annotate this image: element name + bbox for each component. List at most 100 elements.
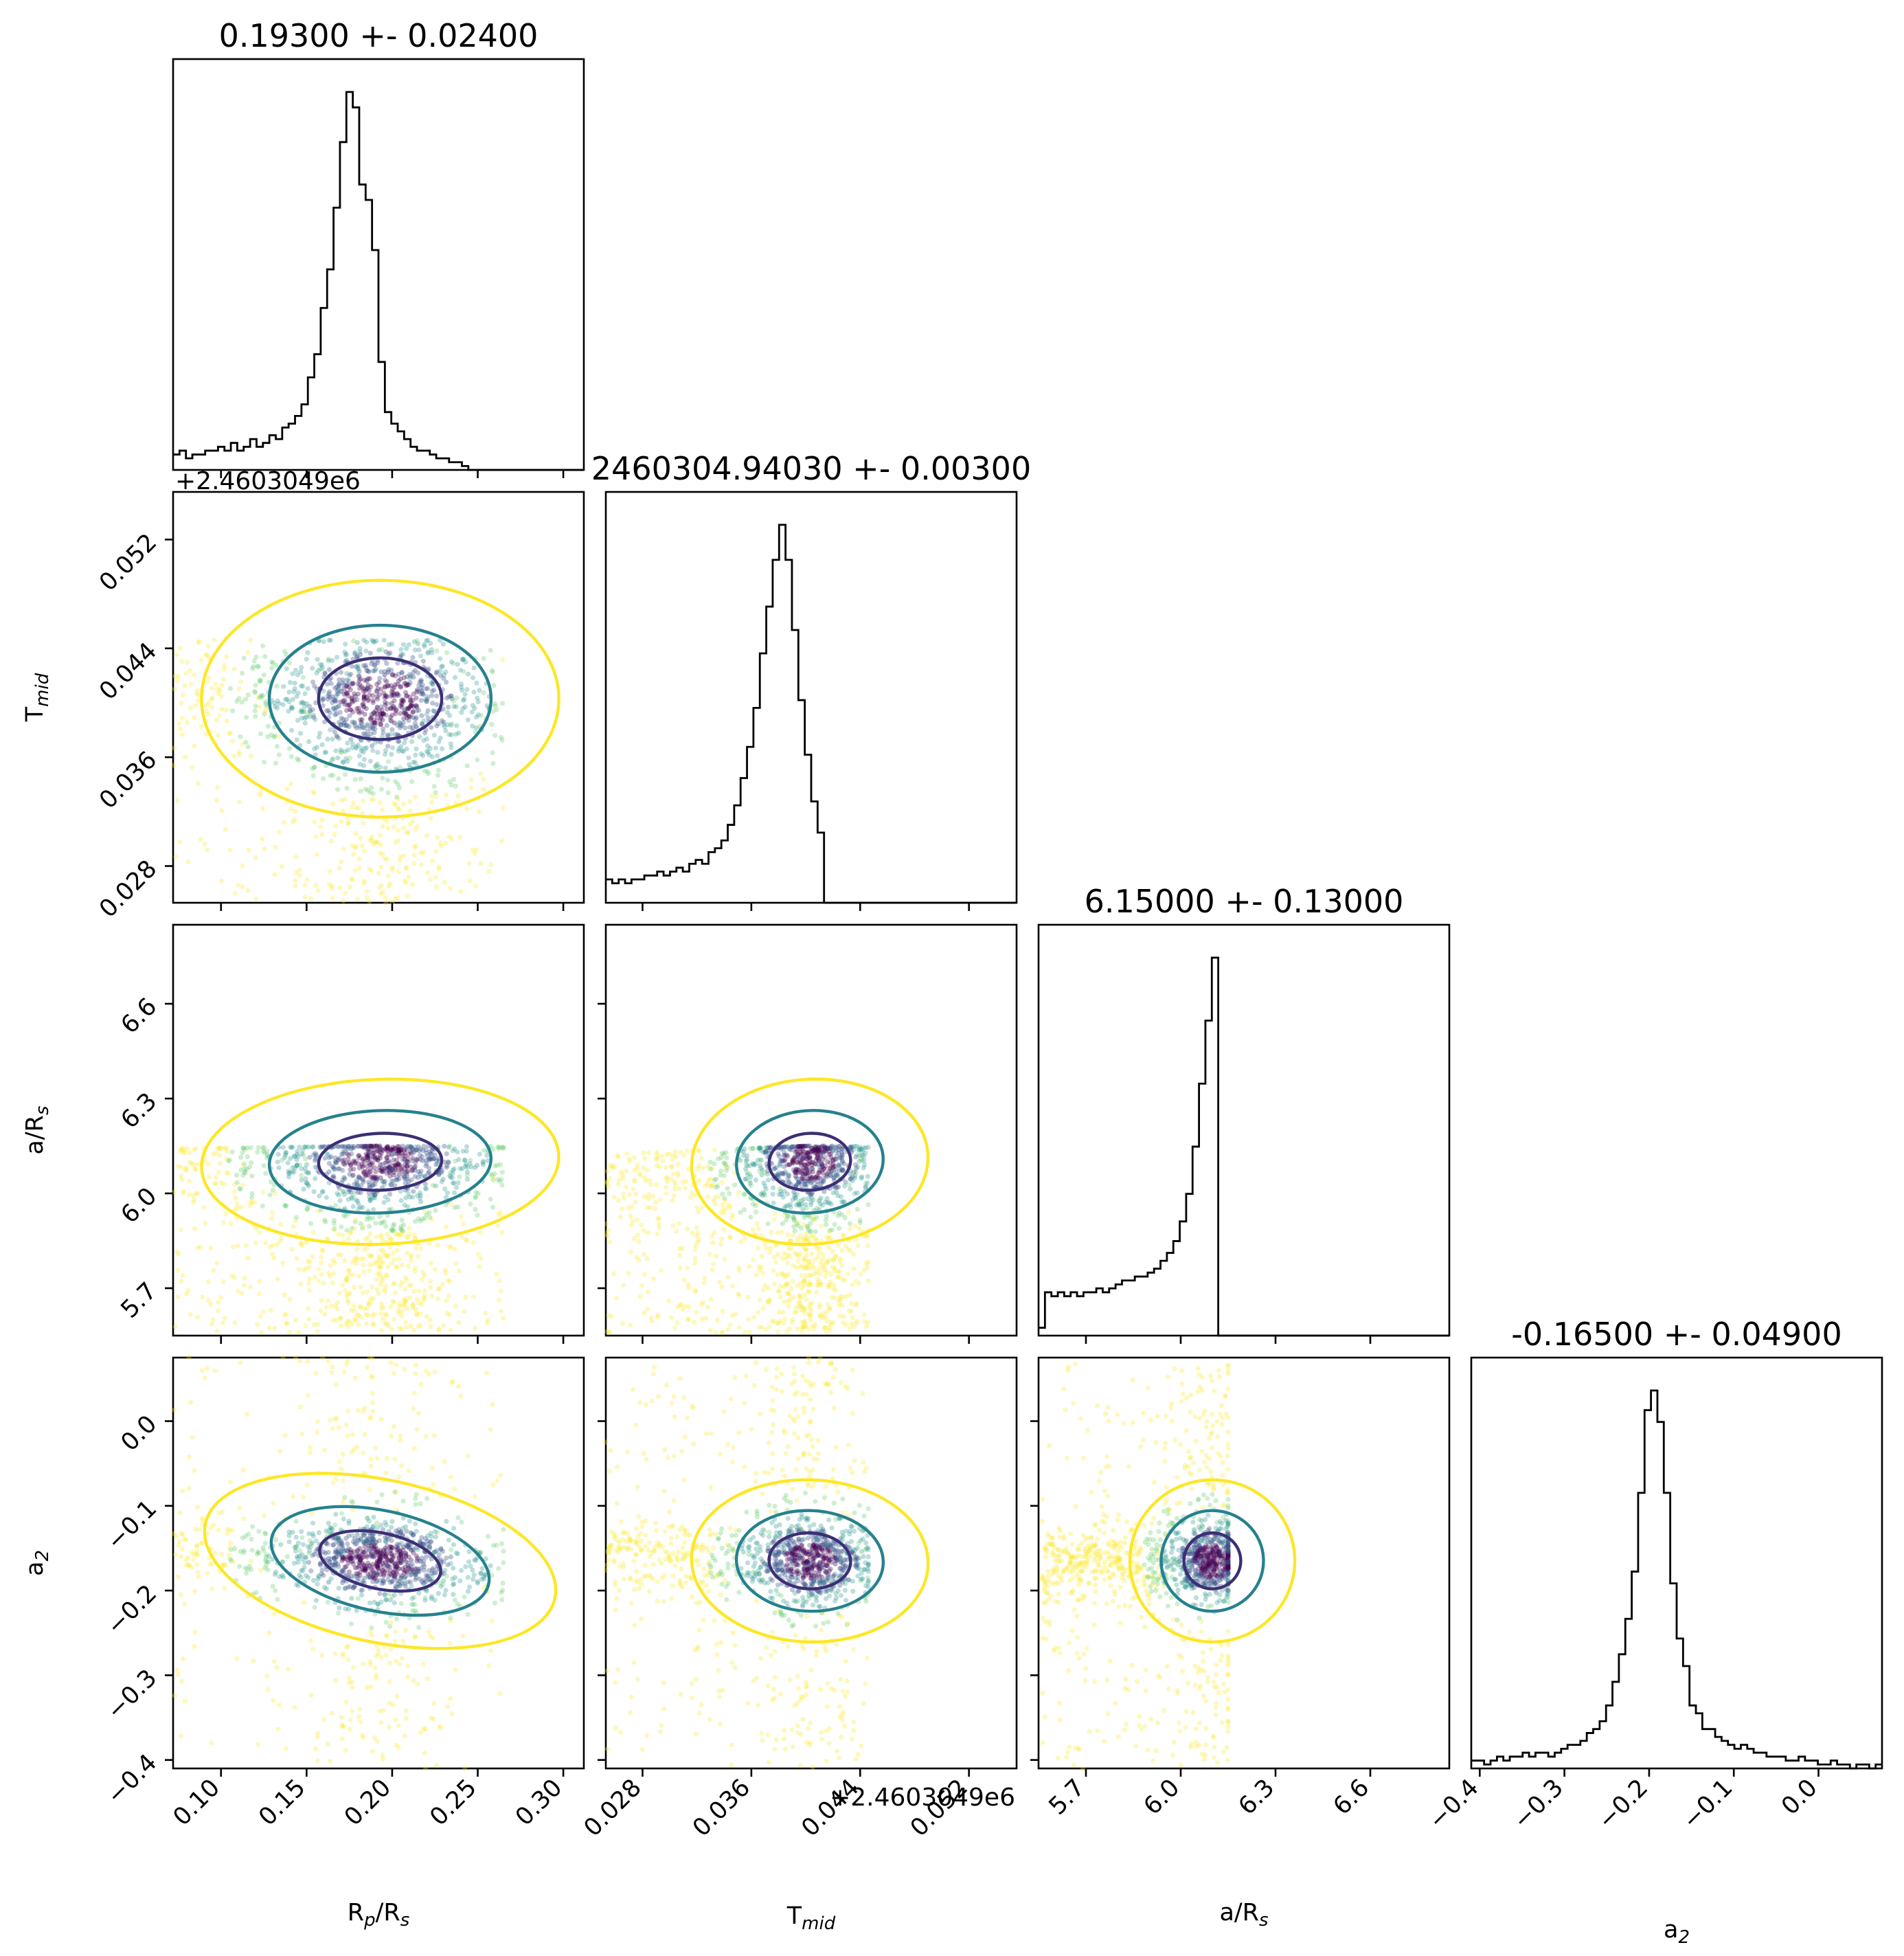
sample-point: [727, 1191, 732, 1196]
sample-point: [398, 1433, 403, 1439]
sample-point: [395, 660, 400, 666]
sample-point: [367, 899, 372, 904]
sample-point: [333, 694, 339, 699]
sample-point: [655, 1314, 660, 1320]
sample-point: [216, 690, 221, 696]
sample-point: [730, 1283, 736, 1289]
sample-point: [361, 820, 366, 826]
sample-point: [424, 712, 429, 717]
sample-point: [196, 640, 201, 645]
sample-point: [240, 1535, 245, 1540]
sample-point: [765, 1178, 771, 1183]
sample-point: [435, 721, 441, 726]
sample-point: [343, 772, 348, 777]
sample-point: [394, 693, 400, 699]
sample-point: [336, 1192, 341, 1198]
sample-point: [403, 1716, 409, 1721]
sample-point: [791, 1160, 796, 1166]
sample-point: [260, 1189, 266, 1195]
sample-point: [653, 1206, 658, 1211]
sample-point: [182, 1601, 188, 1607]
sample-point: [624, 1168, 629, 1173]
sample-point: [707, 1327, 713, 1333]
sample-point: [321, 1281, 326, 1286]
sample-point: [326, 697, 331, 702]
sample-point: [196, 1527, 202, 1532]
sample-point: [385, 759, 392, 765]
sample-point: [442, 1143, 447, 1149]
sample-point: [720, 1202, 725, 1207]
sample-point: [407, 705, 412, 710]
sample-point: [302, 720, 308, 726]
sample-point: [369, 785, 374, 790]
sample-point: [648, 1205, 653, 1211]
sample-point: [361, 1169, 366, 1175]
sample-point: [440, 706, 446, 712]
sample-point: [408, 1144, 413, 1149]
sample-point: [367, 676, 373, 682]
sample-point: [292, 680, 297, 686]
sample-point: [387, 1660, 392, 1665]
sample-point: [263, 707, 269, 712]
sample-point: [811, 1147, 817, 1152]
sample-point: [425, 694, 431, 699]
sample-point: [408, 699, 413, 704]
sample-point: [385, 777, 390, 783]
sample-point: [411, 715, 416, 720]
sample-point: [730, 1212, 736, 1217]
sample-point: [319, 1272, 325, 1277]
sample-point: [345, 1297, 350, 1303]
sample-point: [368, 684, 374, 690]
sample-point: [277, 701, 282, 706]
sample-point: [711, 1261, 716, 1267]
sample-point: [439, 844, 444, 849]
sample-point: [693, 1243, 699, 1248]
sample-point: [354, 655, 360, 660]
sample-point: [851, 1252, 857, 1257]
sample-point: [713, 1329, 718, 1335]
sample-point: [172, 686, 177, 692]
sample-point: [255, 1742, 261, 1747]
sample-point: [195, 1570, 201, 1575]
sample-point: [345, 747, 351, 753]
sample-point: [440, 746, 445, 752]
sample-point: [260, 1309, 266, 1315]
sample-point: [273, 1588, 278, 1593]
sample-point: [489, 721, 495, 727]
sample-point: [671, 1193, 677, 1199]
sample-point: [211, 638, 216, 643]
sample-point: [424, 833, 430, 838]
sample-point: [760, 1305, 766, 1311]
sample-point: [424, 769, 430, 774]
sample-point: [677, 1246, 683, 1252]
sample-point: [386, 1253, 392, 1259]
sample-point: [370, 1284, 375, 1290]
sample-point: [340, 1452, 345, 1457]
sample-point: [364, 677, 370, 683]
sample-point: [338, 750, 343, 755]
sample-point: [398, 1283, 403, 1288]
sample-point: [223, 1315, 228, 1320]
sample-point: [415, 1156, 420, 1162]
sample-point: [771, 1217, 777, 1222]
sample-point: [500, 701, 506, 706]
sample-point: [340, 680, 345, 686]
sample-point: [394, 1175, 400, 1180]
sample-point: [383, 693, 389, 699]
sample-point: [694, 1204, 700, 1210]
sample-point: [394, 690, 400, 697]
sample-point: [295, 1149, 300, 1154]
sample-point: [341, 719, 348, 726]
sample-point: [186, 1192, 192, 1198]
sample-point: [377, 1590, 383, 1597]
sample-point: [705, 1194, 711, 1200]
sample-point: [765, 1285, 771, 1291]
sample-point: [420, 753, 426, 758]
sample-point: [835, 1193, 841, 1199]
sample-point: [416, 647, 422, 653]
sample-point: [422, 1209, 427, 1214]
sample-point: [211, 1268, 216, 1273]
sample-point: [205, 712, 211, 717]
sample-point: [227, 847, 233, 853]
sample-point: [460, 1222, 466, 1227]
